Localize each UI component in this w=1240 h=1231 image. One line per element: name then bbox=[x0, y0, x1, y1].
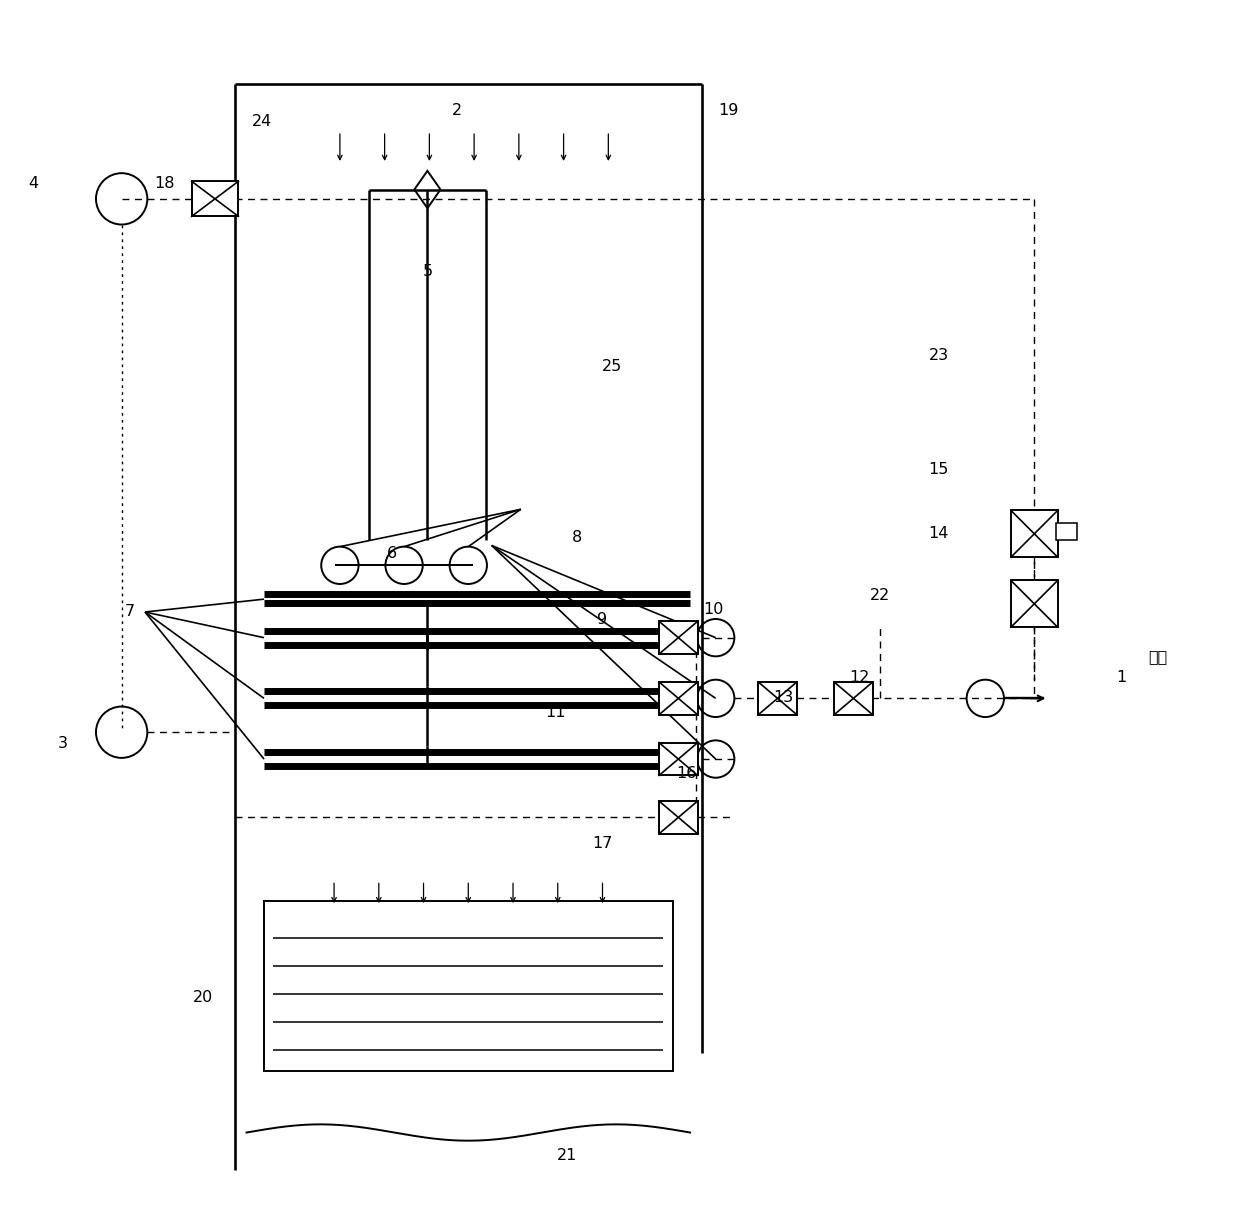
Text: 15: 15 bbox=[929, 462, 949, 478]
Text: 8: 8 bbox=[572, 529, 582, 545]
Text: 18: 18 bbox=[155, 176, 175, 191]
Text: 10: 10 bbox=[703, 602, 724, 617]
Text: 给水: 给水 bbox=[1148, 649, 1168, 664]
Bar bbox=[1011, 581, 1058, 627]
Text: 13: 13 bbox=[774, 689, 794, 704]
Text: 21: 21 bbox=[557, 1149, 578, 1163]
Bar bbox=[1011, 511, 1058, 558]
Text: 9: 9 bbox=[598, 612, 608, 627]
Bar bbox=[835, 682, 873, 715]
Text: 11: 11 bbox=[546, 705, 567, 720]
Bar bbox=[660, 801, 698, 833]
Bar bbox=[660, 742, 698, 776]
Text: 25: 25 bbox=[601, 359, 622, 374]
Text: 22: 22 bbox=[870, 588, 890, 603]
Text: 7: 7 bbox=[125, 604, 135, 619]
Text: 3: 3 bbox=[58, 736, 68, 751]
Text: 4: 4 bbox=[27, 176, 38, 191]
Text: 1: 1 bbox=[1117, 670, 1127, 684]
Bar bbox=[1056, 523, 1078, 539]
Text: 2: 2 bbox=[451, 102, 461, 118]
Bar bbox=[264, 901, 672, 1071]
Text: 14: 14 bbox=[929, 527, 949, 542]
Bar bbox=[660, 682, 698, 715]
Bar bbox=[759, 682, 797, 715]
Text: 24: 24 bbox=[252, 114, 272, 129]
Text: 19: 19 bbox=[718, 102, 739, 118]
Text: 16: 16 bbox=[676, 766, 697, 780]
Text: 20: 20 bbox=[193, 990, 213, 1004]
Text: 5: 5 bbox=[423, 263, 433, 278]
Text: 12: 12 bbox=[849, 670, 869, 684]
Text: 6: 6 bbox=[387, 547, 398, 561]
Bar bbox=[660, 622, 698, 654]
Text: 17: 17 bbox=[593, 836, 613, 851]
Text: 23: 23 bbox=[929, 347, 949, 363]
Bar bbox=[192, 181, 238, 217]
